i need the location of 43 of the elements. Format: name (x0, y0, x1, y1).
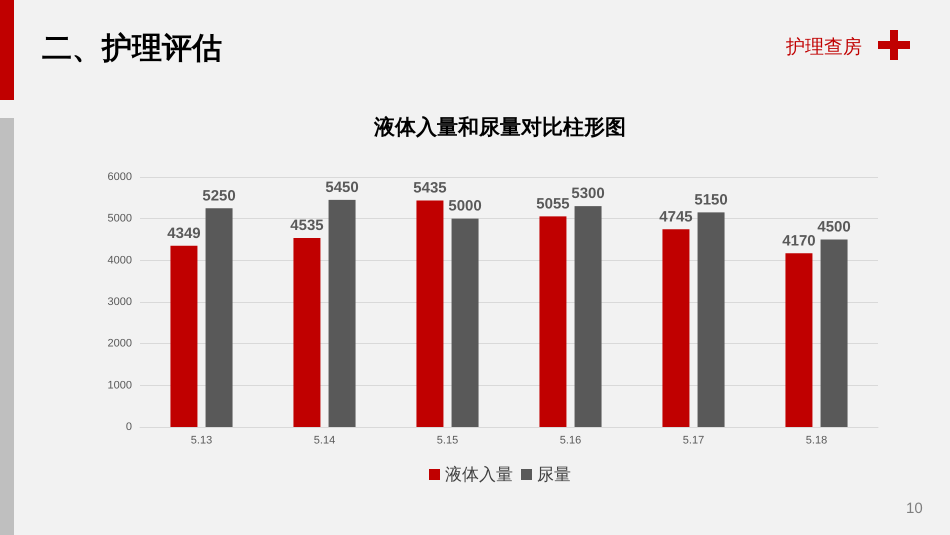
text: 10 (906, 500, 923, 517)
chart-title: 液体入量和尿量对比柱形图 (373, 115, 626, 139)
x-tick-label: 5.18 (806, 434, 828, 446)
x-tick-label: 5.15 (436, 434, 458, 446)
bar (452, 218, 479, 427)
y-tick-label: 0 (126, 421, 132, 433)
data-label: 4745 (659, 208, 693, 226)
bar (662, 229, 690, 427)
data-label: 4349 (167, 224, 201, 242)
bar (574, 206, 602, 427)
legend-label: 尿量 (537, 465, 571, 484)
y-tick-label: 5000 (108, 212, 132, 225)
data-label: 4500 (817, 218, 851, 236)
bar (820, 240, 848, 427)
data-label: 5300 (571, 185, 605, 202)
bar (328, 200, 356, 427)
text: 护理查房 (786, 36, 862, 60)
bar (416, 200, 444, 427)
bar (170, 246, 198, 427)
y-tick-label: 4000 (108, 254, 132, 266)
data-label: 5450 (325, 178, 359, 196)
y-tick-label: 2000 (108, 338, 132, 350)
bar (293, 238, 320, 427)
y-tick-label: 6000 (108, 171, 132, 183)
bar (785, 253, 812, 427)
bar (539, 216, 566, 427)
data-label: 5055 (536, 195, 570, 212)
data-label: 5000 (448, 198, 482, 215)
y-tick-label: 3000 (108, 296, 132, 308)
legend-label: 液体入量 (445, 465, 513, 484)
text: 二、护理评估 (42, 31, 222, 67)
data-label: 5435 (413, 180, 447, 197)
y-tick-label: 1000 (108, 379, 132, 392)
bar (698, 212, 725, 427)
data-label: 5150 (694, 191, 728, 208)
bar (206, 208, 233, 427)
data-label: 5250 (202, 187, 236, 204)
data-label: 4170 (782, 232, 816, 250)
x-tick-label: 5.13 (190, 434, 212, 446)
x-tick-label: 5.17 (682, 434, 704, 446)
x-tick-label: 5.16 (560, 434, 582, 446)
x-tick-label: 5.14 (314, 434, 336, 446)
data-label: 4535 (290, 217, 324, 234)
